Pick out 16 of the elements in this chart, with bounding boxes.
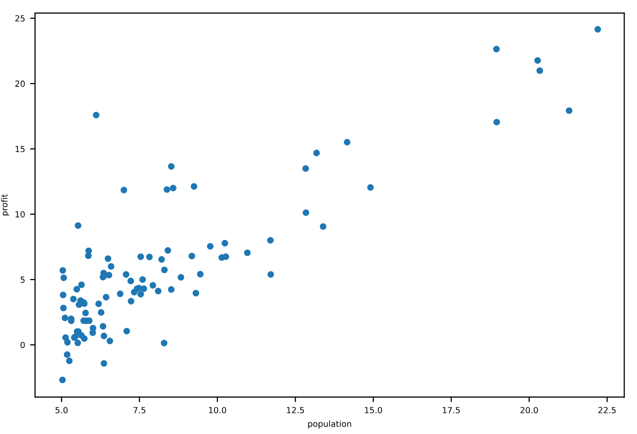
y-tick-label: 10 <box>16 211 25 218</box>
y-tick-label: 25 <box>15 15 25 22</box>
x-tick-label: 5.0 <box>56 406 68 414</box>
x-tick-label: 20.0 <box>520 406 538 414</box>
y-tick-label: 0 <box>20 342 25 348</box>
y-tick-label: 15 <box>16 146 25 152</box>
y-axis-title: profit <box>1 194 10 216</box>
x-tick-label: 15.0 <box>364 406 382 414</box>
x-tick-label: 7.5 <box>134 407 146 414</box>
x-tick-label: 17.5 <box>442 407 460 414</box>
x-axis-title: population <box>308 420 352 429</box>
x-tick-label: 12.5 <box>286 406 304 414</box>
x-tick-label: 10.0 <box>209 406 226 414</box>
y-tick-label: 20 <box>15 80 25 87</box>
y-tick-label: 5 <box>20 276 25 283</box>
x-tick-label: 22.5 <box>598 406 616 414</box>
